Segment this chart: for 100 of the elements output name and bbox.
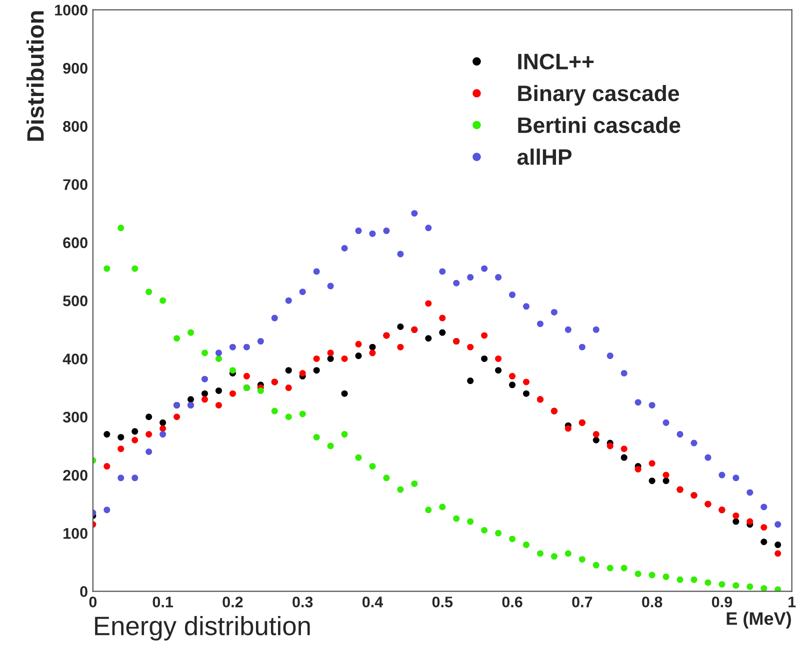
point <box>397 323 404 330</box>
point <box>760 585 768 592</box>
point <box>369 230 376 237</box>
point <box>564 425 572 432</box>
point <box>509 292 516 298</box>
point <box>634 399 642 406</box>
point <box>732 474 740 482</box>
x-tick-label: 0 <box>89 596 97 608</box>
point <box>578 556 586 563</box>
point <box>188 396 194 403</box>
x-tick-label: 1 <box>788 596 796 608</box>
point <box>229 367 236 374</box>
point <box>201 396 208 403</box>
point <box>146 414 152 420</box>
x-axis-title: Energy distribution <box>95 616 310 641</box>
point <box>383 474 390 482</box>
y-tick-label: 200 <box>63 470 88 481</box>
point <box>104 431 110 438</box>
y-tick-label: 400 <box>62 354 88 364</box>
point <box>118 474 124 482</box>
point <box>341 431 348 438</box>
point <box>648 402 656 408</box>
point <box>299 410 306 418</box>
point <box>257 338 264 345</box>
y-tick-label: 1000 <box>55 4 88 16</box>
point <box>481 265 488 272</box>
point <box>160 419 166 426</box>
point <box>285 414 292 420</box>
point <box>397 250 404 258</box>
point <box>313 367 320 374</box>
y-axis-title: Distribution <box>26 11 44 141</box>
point <box>522 390 530 397</box>
point <box>704 579 712 586</box>
point <box>578 344 586 350</box>
point <box>215 387 222 394</box>
point <box>453 515 460 522</box>
point <box>620 446 628 452</box>
x-tick-label: 0.8 <box>642 596 662 608</box>
point <box>285 297 292 304</box>
point <box>201 350 208 356</box>
point <box>481 332 488 339</box>
text: E (MeV) <box>726 612 791 628</box>
y-tick-label: 100 <box>64 528 88 539</box>
point <box>620 370 628 377</box>
point <box>215 350 222 356</box>
point <box>662 478 670 484</box>
point <box>760 538 768 546</box>
legend-label: Binary cascade <box>518 84 680 106</box>
point <box>592 436 600 444</box>
point <box>732 518 740 525</box>
point <box>495 367 502 374</box>
point <box>229 344 236 350</box>
point <box>774 550 782 557</box>
point <box>355 228 362 234</box>
point <box>118 446 124 452</box>
point <box>411 480 418 487</box>
y-tick-label: 0 <box>80 586 88 597</box>
point <box>718 581 726 588</box>
point <box>481 526 488 534</box>
point <box>243 344 250 350</box>
point <box>662 472 670 478</box>
x-tick-label: 0.4 <box>362 596 384 608</box>
point <box>732 512 740 519</box>
point <box>690 440 698 446</box>
x-tick-label: 0.3 <box>292 596 313 608</box>
point <box>495 355 502 362</box>
point <box>160 425 166 432</box>
point <box>299 370 306 377</box>
point <box>160 297 166 304</box>
point <box>201 390 208 397</box>
point <box>188 329 194 336</box>
y-tick-label: 800 <box>63 121 88 132</box>
point <box>425 300 432 307</box>
point <box>215 402 222 408</box>
legend-label: allHP <box>517 148 572 165</box>
point <box>397 344 404 350</box>
point <box>509 382 516 388</box>
point <box>160 431 166 438</box>
point <box>774 542 782 548</box>
x-tick-label: 0.7 <box>572 596 592 608</box>
point <box>564 550 572 557</box>
point <box>174 414 180 420</box>
point <box>481 355 488 362</box>
y-tick-label: 300 <box>62 412 88 423</box>
x-tick-label: 0.9 <box>712 596 732 608</box>
point <box>522 303 530 310</box>
point <box>201 376 208 382</box>
point <box>425 224 432 232</box>
point <box>327 282 334 290</box>
point <box>132 265 138 272</box>
point <box>369 350 376 356</box>
point <box>522 542 530 548</box>
point <box>550 553 558 560</box>
point <box>648 572 656 578</box>
legend-label: INCL++ <box>518 54 594 70</box>
point <box>327 442 334 450</box>
point <box>746 489 754 496</box>
point <box>746 583 754 590</box>
point <box>229 390 236 397</box>
point <box>257 387 264 394</box>
